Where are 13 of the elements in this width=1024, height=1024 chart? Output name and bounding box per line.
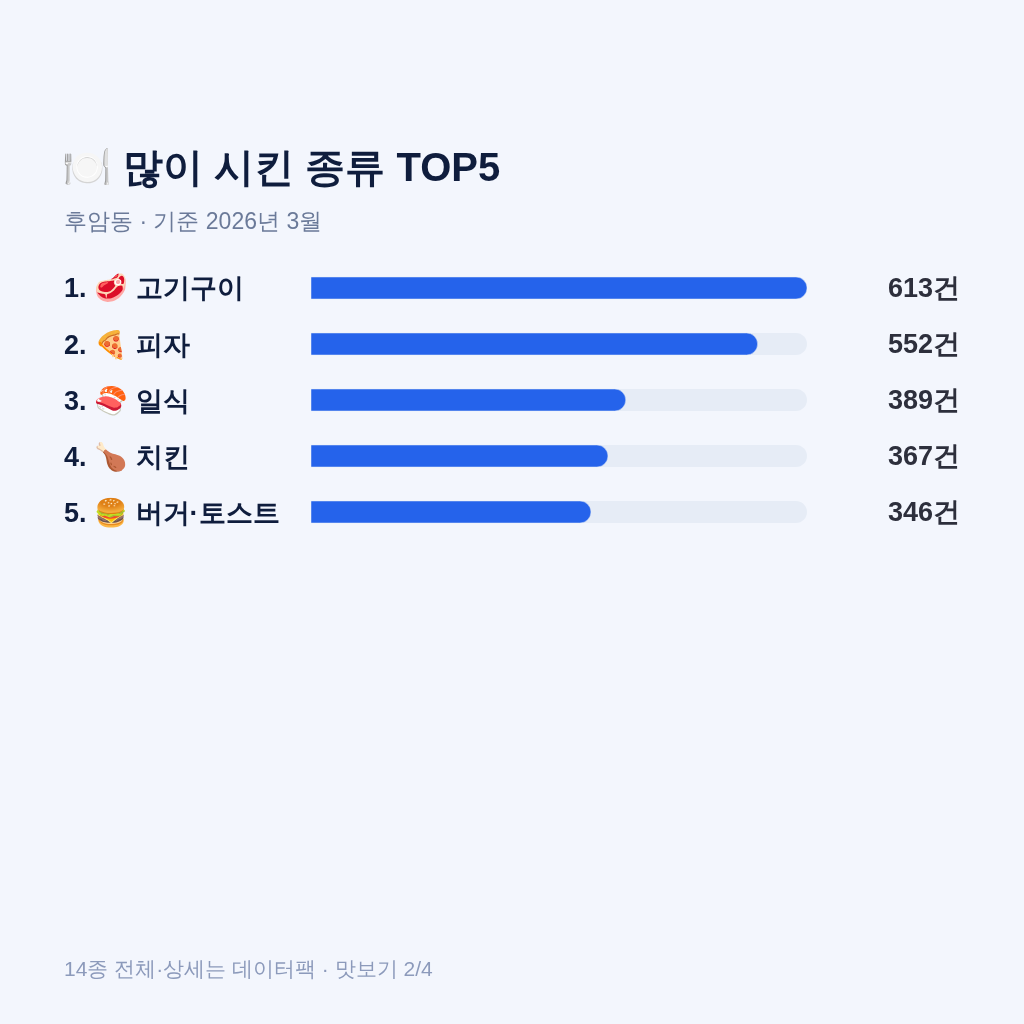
y-tick-label: 3. 🍣 일식 [64,384,190,416]
chart-title: 🍽 많이 시킨 종류 TOP5 [62,145,501,189]
data-label: 389건 [888,385,961,415]
data-label: 367건 [888,441,961,471]
y-tick-label: 5. 🍔 버거·토스트 [64,497,280,528]
text: 14종 전체·상세는 데이터팩 · 맛보기 2/4 [64,957,434,980]
data-label: 552건 [888,329,961,359]
data-label: 613건 [888,273,961,303]
chart-subtitle: 후암동 · 기준 2026년 3월 [64,208,323,234]
data-label: 346건 [888,497,961,527]
y-tick-label: 4. 🍗 치킨 [64,441,190,472]
y-tick-label: 1. 🥩 고기구이 [64,272,244,304]
y-tick-label: 2. 🍕 피자 [64,329,190,360]
